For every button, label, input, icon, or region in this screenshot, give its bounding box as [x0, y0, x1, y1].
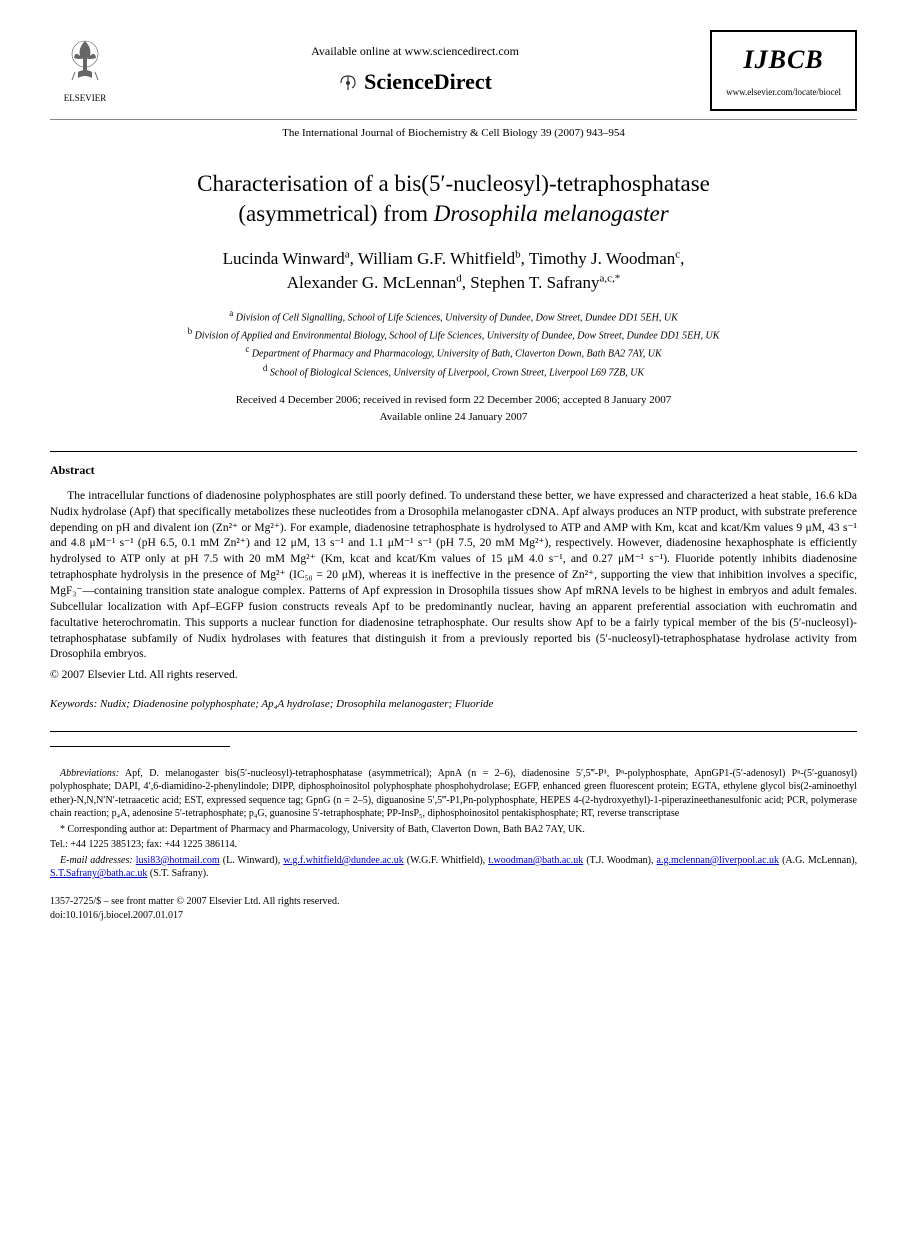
- sciencedirect-icon: [338, 73, 358, 93]
- elsevier-label: ELSEVIER: [50, 92, 120, 105]
- author: William G.F. Whitfieldb: [358, 249, 521, 268]
- affiliation: d School of Biological Sciences, Univers…: [50, 362, 857, 380]
- journal-url: www.elsevier.com/locate/biocel: [726, 86, 841, 99]
- affiliation: a Division of Cell Signalling, School of…: [50, 307, 857, 325]
- author: Timothy J. Woodmanc: [529, 249, 680, 268]
- online-date: Available online 24 January 2007: [50, 409, 857, 426]
- email-link[interactable]: w.g.f.whitfield@dundee.ac.uk: [283, 855, 403, 866]
- elsevier-logo: ELSEVIER: [50, 36, 120, 104]
- email-link[interactable]: S.T.Safrany@bath.ac.uk: [50, 868, 147, 879]
- title-line1: Characterisation of a bis(5′-nucleosyl)-…: [197, 171, 710, 196]
- journal-box: IJBCB www.elsevier.com/locate/biocel: [710, 30, 857, 111]
- keywords-text: Nudix; Diadenosine polyphosphate; Ap₄A h…: [100, 698, 493, 710]
- corresponding-tel: Tel.: +44 1225 385123; fax: +44 1225 386…: [50, 838, 857, 852]
- issn-line: 1357-2725/$ – see front matter © 2007 El…: [50, 895, 857, 909]
- abbrev-label: Abbreviations:: [60, 768, 119, 779]
- emails-label: E-mail addresses:: [60, 855, 133, 866]
- affiliation: c Department of Pharmacy and Pharmacolog…: [50, 343, 857, 361]
- article-title: Characterisation of a bis(5′-nucleosyl)-…: [90, 169, 817, 229]
- center-header: Available online at www.sciencedirect.co…: [120, 43, 710, 99]
- elsevier-tree-icon: [60, 36, 110, 86]
- abbreviations: Abbreviations: Apf, D. melanogaster bis(…: [50, 767, 857, 821]
- available-online-text: Available online at www.sciencedirect.co…: [120, 43, 710, 60]
- affiliation: b Division of Applied and Environmental …: [50, 325, 857, 343]
- footnote-rule: [50, 746, 230, 747]
- email-link[interactable]: lusi83@hotmail.com: [136, 855, 220, 866]
- abbrev-text: Apf, D. melanogaster bis(5′-nucleosyl)-t…: [50, 768, 857, 820]
- title-line2-pre: (asymmetrical) from: [238, 201, 433, 226]
- author: Stephen T. Safranya,c,*: [470, 273, 620, 292]
- email-addresses: E-mail addresses: lusi83@hotmail.com (L.…: [50, 854, 857, 881]
- sciencedirect-brand: ScienceDirect: [120, 67, 710, 98]
- sciencedirect-text: ScienceDirect: [364, 67, 492, 98]
- title-line2-italic: Drosophila melanogaster: [434, 201, 669, 226]
- doi: doi:10.1016/j.biocel.2007.01.017: [50, 909, 857, 923]
- copyright-text: © 2007 Elsevier Ltd. All rights reserved…: [50, 667, 857, 683]
- journal-citation: The International Journal of Biochemistr…: [50, 126, 857, 141]
- email-link[interactable]: t.woodman@bath.ac.uk: [488, 855, 583, 866]
- footnotes: Abbreviations: Apf, D. melanogaster bis(…: [50, 767, 857, 881]
- footer-block: 1357-2725/$ – see front matter © 2007 El…: [50, 895, 857, 923]
- abstract-text: The intracellular functions of diadenosi…: [50, 489, 857, 663]
- journal-abbrev: IJBCB: [726, 42, 841, 78]
- keywords-label: Keywords:: [50, 698, 97, 710]
- page-header: ELSEVIER Available online at www.science…: [50, 30, 857, 120]
- received-date: Received 4 December 2006; received in re…: [50, 392, 857, 409]
- author: Alexander G. McLennand: [287, 273, 462, 292]
- corresponding-author: * Corresponding author at: Department of…: [50, 823, 857, 837]
- author: Lucinda Winwarda: [223, 249, 350, 268]
- authors-list: Lucinda Winwarda, William G.F. Whitfield…: [50, 247, 857, 295]
- article-dates: Received 4 December 2006; received in re…: [50, 392, 857, 425]
- affiliations: a Division of Cell Signalling, School of…: [50, 307, 857, 380]
- divider: [50, 451, 857, 452]
- abstract-heading: Abstract: [50, 462, 857, 479]
- keywords: Keywords: Nudix; Diadenosine polyphospha…: [50, 697, 857, 712]
- email-link[interactable]: a.g.mclennan@liverpool.ac.uk: [657, 855, 780, 866]
- divider: [50, 731, 857, 732]
